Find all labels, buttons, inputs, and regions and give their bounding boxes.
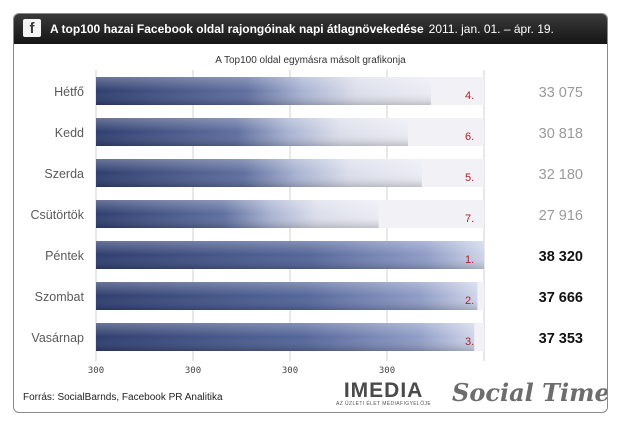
category-label: Szombat [35, 290, 85, 304]
value-label: 37 666 [539, 290, 583, 306]
value-label: 37 353 [539, 331, 583, 347]
rank-label: 4. [465, 90, 474, 102]
socialtimes-logo: Social Times [452, 378, 608, 407]
bar-shading [96, 241, 484, 269]
x-tick-label: 300 [379, 366, 395, 376]
bar-shading [96, 323, 475, 351]
facebook-icon: f [23, 19, 41, 37]
chart-subtitle: A Top100 oldal egymásra másolt grafikonj… [215, 55, 406, 66]
imedia-wordmark: IMEDIA [343, 379, 424, 402]
value-label: 33 075 [539, 85, 583, 101]
category-label: Vasárnap [31, 331, 84, 345]
chart-frame: f A top100 hazai Facebook oldal rajongói… [13, 13, 608, 413]
title-date-range: 2011. jan. 01. – ápr. 19. [428, 22, 554, 36]
rank-label: 1. [465, 254, 474, 266]
rank-label: 5. [465, 172, 474, 184]
source-note: Forrás: SocialBarnds, Facebook PR Analit… [23, 392, 223, 403]
rank-label: 6. [465, 131, 474, 143]
title-text: A top100 hazai Facebook oldal rajongóina… [50, 22, 424, 36]
bar-chart: 300 300 300 300 Hétfő 4. 33 075 Kedd 6. 30 818 Sze… [31, 70, 583, 376]
imedia-tagline: AZ ÜZLETI ÉLET MÉDIAFIGYELŐJE [336, 401, 432, 407]
category-label: Csütörtök [31, 208, 85, 222]
category-label: Péntek [45, 249, 85, 263]
title-bar: f A top100 hazai Facebook oldal rajongói… [14, 14, 607, 44]
bar-shading [96, 118, 409, 146]
value-label: 38 320 [539, 249, 583, 265]
value-label: 32 180 [539, 167, 583, 183]
bar-shading [96, 282, 478, 310]
value-label: 30 818 [539, 126, 583, 142]
rank-label: 2. [465, 295, 474, 307]
imedia-logo: IMEDIA AZ ÜZLETI ÉLET MÉDIAFIGYELŐJE [336, 380, 431, 407]
x-tick-label: 300 [88, 366, 104, 376]
category-label: Kedd [55, 126, 84, 140]
rank-label: 3. [465, 336, 474, 348]
category-label: Szerda [44, 167, 84, 181]
category-label: Hétfő [54, 85, 84, 99]
bar-shading [96, 159, 422, 187]
x-tick-label: 300 [185, 366, 201, 376]
chart-title: A top100 hazai Facebook oldal rajongóina… [50, 22, 554, 36]
bar-shading [96, 77, 431, 105]
rank-label: 7. [465, 213, 474, 225]
bar-shading [96, 200, 379, 228]
value-label: 27 916 [539, 208, 583, 224]
x-tick-label: 300 [282, 366, 298, 376]
